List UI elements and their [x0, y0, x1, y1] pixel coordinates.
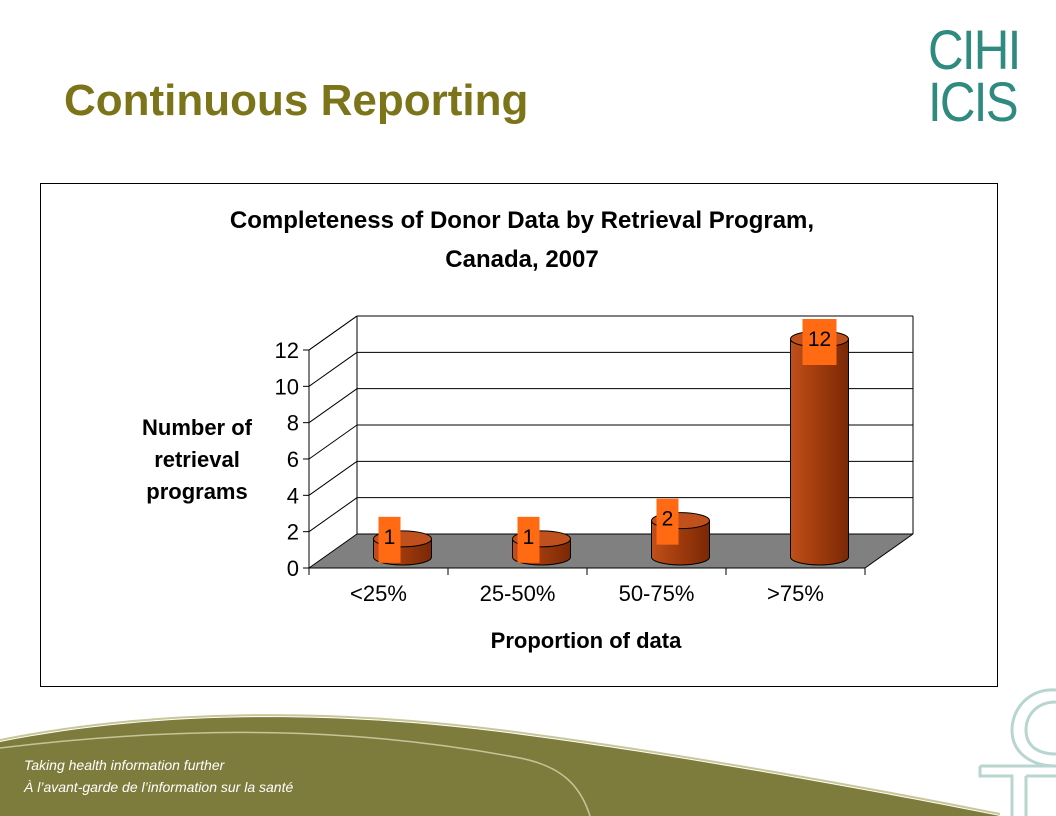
chart-frame: Completeness of Donor Data by Retrieval …	[40, 183, 998, 687]
y-tick-label: 6	[287, 447, 299, 472]
y-tick-label: 0	[287, 556, 299, 581]
footer-tagline-fr: À l’avant-garde de l’information sur la …	[24, 779, 294, 795]
logo-text-cihi: CIHI	[928, 18, 1021, 81]
data-label-box	[517, 516, 540, 563]
y-axis-label-line: Number of	[142, 415, 253, 440]
cihi-emblem-icon	[978, 688, 1056, 816]
y-tick-label: 12	[275, 338, 299, 363]
x-tick-label: 50-75%	[619, 581, 695, 606]
footer-inner-curve	[0, 731, 591, 816]
x-tick-label: 25-50%	[480, 581, 556, 606]
bar-chart: Completeness of Donor Data by Retrieval …	[142, 207, 914, 653]
data-label-box	[802, 319, 837, 365]
grid-depth-line	[308, 533, 358, 569]
y-axis-label-line: retrieval	[154, 447, 240, 472]
bar-1: 1	[373, 516, 432, 566]
bar-3: 2	[651, 498, 710, 566]
chart-title-line2: Canada, 2007	[445, 246, 598, 273]
side-wall-top-edge	[308, 315, 358, 351]
cihi-logo: CIHI ICIS	[928, 18, 1032, 133]
data-label-box	[378, 516, 401, 563]
data-label: 1	[384, 526, 396, 549]
footer-swoosh	[0, 717, 1000, 816]
floor-right-edge	[864, 533, 914, 569]
data-label: 1	[523, 526, 535, 549]
y-tick-label: 10	[275, 374, 299, 399]
x-axis-label: Proportion of data	[491, 628, 682, 653]
footer-highlight-curve	[0, 714, 1001, 815]
grid-depth-line	[308, 424, 358, 460]
bar-body	[790, 338, 849, 566]
grid-depth-line	[308, 460, 358, 496]
chart-floor	[309, 534, 913, 568]
bar-2: 1	[512, 516, 571, 566]
x-tick-label: >75%	[767, 581, 824, 606]
grid-depth-line	[308, 388, 358, 424]
y-axis-label: Number of retrieval programs	[142, 415, 253, 504]
chart-title-line1: Completeness of Donor Data by Retrieval …	[230, 207, 814, 234]
y-tick-label: 2	[287, 520, 299, 545]
y-tick-label: 4	[287, 483, 299, 508]
y-axis-label-line: programs	[146, 479, 247, 504]
grid-depth-line	[308, 351, 358, 387]
data-label: 12	[808, 328, 831, 351]
data-label-box	[656, 498, 679, 545]
y-tick-label: 8	[287, 411, 299, 436]
data-label: 2	[662, 508, 674, 531]
logo-text-icis: ICIS	[928, 70, 1019, 133]
bar-4: 12	[790, 319, 849, 566]
footer-tagline-en: Taking health information further	[24, 757, 225, 773]
slide-title: Continuous Reporting	[64, 76, 529, 125]
x-tick-label: <25%	[350, 581, 407, 606]
footer-band	[0, 688, 1056, 816]
grid-depth-line	[308, 497, 358, 533]
